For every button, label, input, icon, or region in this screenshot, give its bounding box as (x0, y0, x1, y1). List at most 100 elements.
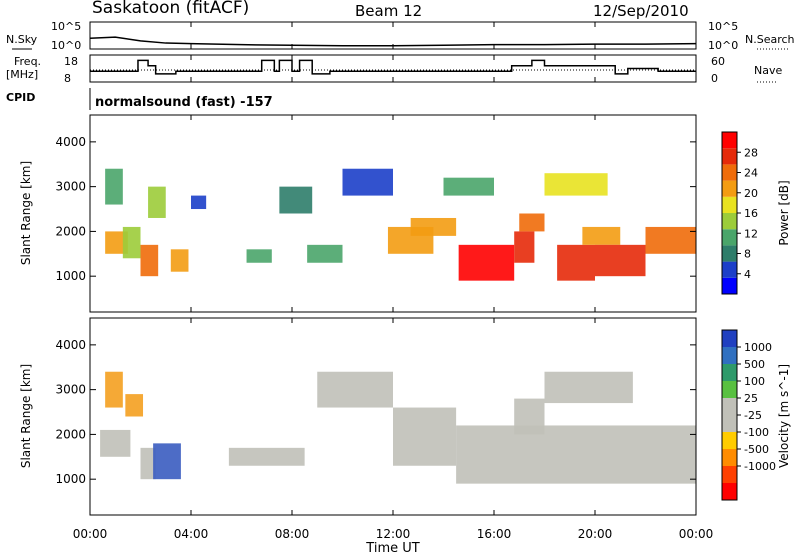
velocity-cbar-cell (722, 449, 737, 466)
y-tick-label: 4000 (55, 338, 86, 352)
velocity-cbar-tick-label: -25 (744, 409, 762, 422)
patch-13 (458, 244, 515, 281)
power-colorbar-cells (722, 132, 737, 294)
velocity-y-ticks: 1000 2000 3000 4000 (55, 338, 696, 486)
patch-7 (246, 249, 272, 263)
nsky-series (89, 36, 697, 47)
patch-8 (456, 425, 696, 484)
x-axis-ticks: 00:00 04:00 08:00 12:00 16:00 20:00 00:00 (73, 22, 714, 541)
patch-5 (170, 249, 189, 272)
velocity-cbar-cell (722, 432, 737, 449)
velocity-cbar-cell (722, 398, 737, 415)
cpid-program: normalsound (fast) -157 (95, 95, 273, 110)
patch-9 (514, 398, 545, 435)
patch-1 (105, 168, 123, 205)
noise-panel: N.Sky 10^5 10^0 10^5 10^0 N.Search (6, 20, 795, 52)
power-cbar-tick-label: 20 (744, 187, 758, 200)
power-cbar-tick-label: 4 (744, 268, 751, 281)
power-colorbar-ticks: 4 8 12 16 20 24 28 (737, 146, 758, 281)
power-panel: 1000 2000 3000 4000 Slant Range [km] (19, 114, 697, 313)
power-marks (105, 168, 696, 281)
y-tick-label: 3000 (55, 383, 86, 397)
power-cbar-tick-label: 24 (744, 167, 758, 180)
velocity-marks (100, 371, 696, 484)
velocity-colorbar: 1000 500 100 25 -25 -100 -500 -1000 Velocity [m… (721, 329, 791, 501)
patch-1 (105, 371, 123, 408)
power-colorbar-label: Power [dB] (777, 180, 791, 245)
beam-title: Beam 12 (355, 2, 422, 20)
patch-0 (100, 429, 131, 457)
y-tick-label: 1000 (55, 269, 86, 283)
patch-6 (317, 371, 393, 408)
power-cbar-cell (722, 196, 737, 213)
power-cbar-tick-label: 28 (744, 146, 758, 159)
nave-top-tick: 60 (711, 55, 725, 68)
power-frame (89, 114, 697, 313)
patch-10 (342, 168, 393, 196)
patch-9 (307, 244, 343, 263)
noise-right-bottom: 10^0 (708, 39, 738, 52)
patch-2 (122, 226, 141, 259)
x-tick-label: 16:00 (477, 527, 512, 541)
patch-4 (153, 443, 181, 480)
x-tick-label: 04:00 (174, 527, 209, 541)
y-tick-label: 2000 (55, 224, 86, 238)
velocity-colorbar-cells (722, 330, 737, 500)
power-cbar-tick-label: 16 (744, 207, 758, 220)
velocity-cbar-tick-label: 500 (744, 358, 765, 371)
velocity-cbar-cell (722, 381, 737, 398)
nave-label: Nave (754, 64, 782, 77)
patch-4 (148, 186, 166, 218)
patch-16 (557, 244, 595, 281)
patch-8 (279, 186, 313, 214)
power-cbar-cell (722, 277, 737, 294)
noise-left-top: 10^5 (51, 20, 81, 33)
velocity-cbar-tick-label: 100 (744, 375, 765, 388)
patch-10 (544, 371, 633, 404)
y-tick-label: 2000 (55, 427, 86, 441)
x-axis-label: Time UT (365, 541, 419, 554)
power-cbar-cell (722, 229, 737, 246)
x-tick-label: 00:00 (73, 527, 108, 541)
power-cbar-cell (722, 180, 737, 197)
patch-6 (191, 195, 207, 210)
date-title: 12/Sep/2010 (593, 2, 689, 20)
freq-label-2: [MHz] (6, 68, 38, 81)
patch-19 (645, 226, 696, 254)
velocity-cbar-cell (722, 483, 737, 500)
nave-bottom-tick: 0 (711, 72, 718, 85)
patch-2 (125, 394, 144, 417)
power-colorbar: 4 8 12 16 20 24 28 Power [dB] (721, 131, 791, 295)
velocity-panel: 1000 2000 3000 4000 Slant Range [km] (19, 317, 697, 516)
patch-3 (140, 244, 159, 277)
patch-21 (443, 177, 494, 196)
power-cbar-tick-label: 12 (744, 227, 758, 240)
velocity-cbar-tick-label: 25 (744, 392, 758, 405)
patch-15 (519, 213, 545, 232)
x-tick-label: 00:00 (679, 527, 714, 541)
power-cbar-tick-label: 8 (744, 248, 751, 261)
velocity-cbar-cell (722, 466, 737, 483)
velocity-cbar-tick-label: -500 (744, 443, 769, 456)
power-cbar-cell (722, 245, 737, 262)
velocity-cbar-cell (722, 330, 737, 347)
power-cbar-cell (722, 213, 737, 230)
velocity-y-label: Slant Range [km] (19, 364, 33, 468)
y-tick-label: 4000 (55, 135, 86, 149)
patch-5 (228, 447, 305, 466)
velocity-colorbar-label: Velocity [m s^-1] (777, 364, 791, 468)
patch-20 (544, 173, 608, 196)
freq-label-1: Freq. (14, 55, 41, 68)
freq-series (90, 59, 696, 75)
freq-bottom-tick: 8 (64, 72, 71, 85)
patch-7 (393, 407, 457, 466)
y-tick-label: 3000 (55, 180, 86, 194)
x-tick-label: 12:00 (376, 527, 411, 541)
velocity-cbar-tick-label: 1000 (744, 341, 772, 354)
nsky-label: N.Sky (6, 33, 38, 46)
cpid-label: CPID (6, 91, 35, 104)
nsearch-label: N.Search (745, 33, 795, 46)
freq-panel: Freq. [MHz] 18 8 60 0 Nave (6, 54, 782, 85)
power-y-label: Slant Range [km] (19, 161, 33, 265)
